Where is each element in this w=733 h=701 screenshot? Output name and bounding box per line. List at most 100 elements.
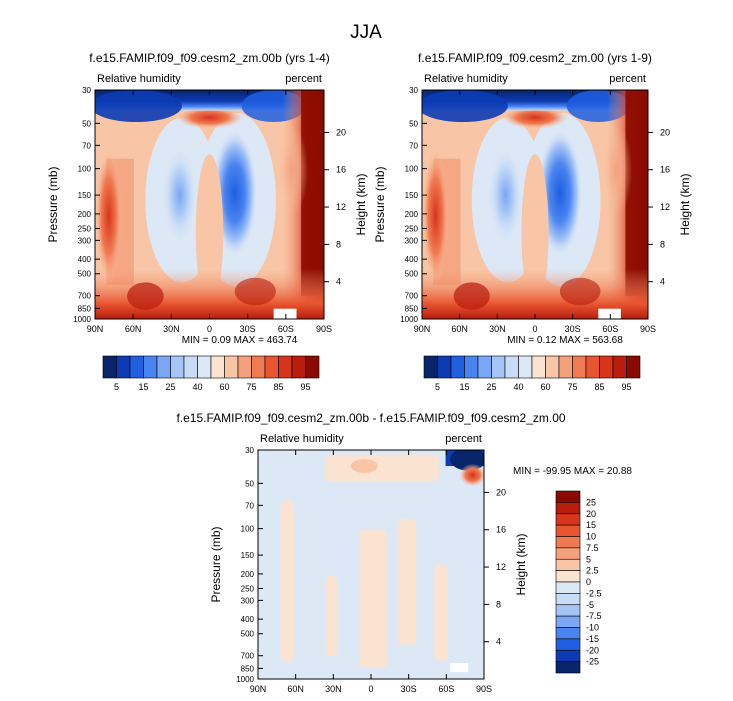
colorbar-box	[555, 615, 581, 628]
x-tick-label: 90S	[316, 324, 332, 334]
colorbar-label: 15	[586, 520, 596, 530]
x-tick-label: 60N	[451, 324, 468, 334]
y-tick-label: 150	[241, 551, 255, 560]
panel-2: 90N 60N 30N 0 30S 60S 90S 30 50 70 100 150 200 250 300…	[373, 51, 692, 392]
colorbar-label: -20	[586, 645, 599, 655]
y-tick-label: 250	[78, 224, 92, 233]
x-tick-label: 0	[207, 324, 212, 334]
y-tick-label: 850	[241, 664, 255, 673]
y-tick-label: 150	[78, 191, 92, 200]
panel-stats: MIN = 0.09 MAX = 463.74	[182, 335, 298, 346]
y-tick-label: 400	[405, 255, 419, 264]
y-tick-label: 50	[409, 119, 418, 128]
y-tick-label: 1000	[73, 315, 91, 324]
x-tick-label: 90N	[250, 684, 267, 694]
diff-patch-0	[280, 500, 295, 661]
colorbar-box	[555, 536, 581, 549]
field-south-peach	[600, 124, 633, 216]
x-tick-label: 30N	[163, 324, 180, 334]
colorbar-box	[224, 355, 239, 379]
colorbar-box	[518, 355, 533, 379]
y-tick-label: 50	[82, 119, 91, 128]
y2-tick-label: 12	[336, 202, 346, 212]
panel-1: 90N 60N 30N 0 30S 60S 90S 30 50 70 100 150 200 250 300…	[46, 51, 368, 392]
panel-title: f.e15.FAMIP.f09_f09.cesm2_zm.00b - f.e15…	[176, 411, 565, 425]
field-dry-north-core	[161, 144, 199, 246]
y2-tick-label: 16	[336, 165, 346, 175]
panel-stats: MIN = 0.12 MAX = 563.68	[507, 335, 623, 346]
x-tick-label: 60S	[438, 684, 454, 694]
y-tick-label: 500	[405, 270, 419, 279]
x-tick-label: 30S	[401, 684, 417, 694]
y-tick-label: 150	[405, 191, 419, 200]
x-tick-label: 60S	[278, 324, 294, 334]
colorbar-box	[464, 355, 479, 379]
colorbar-box	[555, 524, 581, 537]
y2-tick-label: 8	[496, 599, 501, 609]
colorbar-box	[558, 355, 573, 379]
y2-tick-label: 20	[336, 127, 346, 137]
field-polar-core	[301, 90, 324, 297]
field-north-moist	[422, 147, 450, 285]
x-tick-label: 60N	[125, 324, 142, 334]
x-tick-label: 90S	[640, 324, 656, 334]
colorbar-box	[450, 355, 465, 379]
y-axis-label: Pressure (mb)	[373, 166, 387, 242]
y-tick-label: 30	[82, 86, 91, 95]
x-tick-label: 30S	[240, 324, 256, 334]
x-tick-label: 0	[532, 324, 537, 334]
colorbar-label: -5	[586, 600, 594, 610]
colorbar-box	[197, 355, 212, 379]
y2-axis-label: Height (km)	[678, 173, 692, 235]
panel-field	[95, 90, 324, 319]
panel-title: f.e15.FAMIP.f09_f09.cesm2_zm.00b (yrs 1-…	[89, 51, 330, 65]
colorbar-box	[555, 547, 581, 560]
y2-tick-label: 4	[660, 277, 665, 287]
y-axis-label: Pressure (mb)	[46, 166, 60, 242]
y-tick-label: 250	[241, 584, 255, 593]
colorbar-label: -10	[586, 623, 599, 633]
y-tick-label: 30	[409, 86, 418, 95]
colorbar-box	[555, 638, 581, 651]
colorbar-box	[555, 593, 581, 606]
colorbar-box	[143, 355, 158, 379]
x-tick-label: 60S	[602, 324, 618, 334]
colorbar-box	[626, 355, 641, 379]
panel-left-label: Relative humidity	[260, 433, 344, 445]
colorbar-box	[612, 355, 627, 379]
y-tick-label: 30	[245, 446, 254, 455]
x-tick-label: 30N	[325, 684, 342, 694]
colorbar-label: 15	[459, 382, 469, 392]
colorbar-box	[305, 355, 320, 379]
y-tick-label: 200	[78, 210, 92, 219]
colorbar-label: 75	[567, 382, 577, 392]
x-tick-label: 30S	[565, 324, 581, 334]
colorbar-label: 7.5	[586, 543, 599, 553]
colorbar-box	[210, 355, 225, 379]
y-tick-label: 70	[409, 141, 418, 150]
colorbar-label: 2.5	[586, 566, 599, 576]
colorbar-label: 85	[273, 382, 283, 392]
diff-patch-4	[434, 564, 448, 661]
y-tick-label: 100	[78, 165, 92, 174]
panel-title: f.e15.FAMIP.f09_f09.cesm2_zm.00 (yrs 1-9…	[418, 51, 652, 65]
colorbar-box	[555, 604, 581, 617]
x-tick-label: 60N	[287, 684, 304, 694]
colorbar-label: 85	[594, 382, 604, 392]
colorbar-box	[170, 355, 185, 379]
colorbar-box	[599, 355, 614, 379]
colorbar-label: 25	[165, 382, 175, 392]
colorbar-box	[437, 355, 452, 379]
colorbar-box	[555, 570, 581, 583]
y2-tick-label: 16	[496, 525, 506, 535]
y2-tick-label: 8	[336, 239, 341, 249]
panel-left-label: Relative humidity	[424, 73, 508, 85]
colorbar-box	[555, 558, 581, 571]
y-tick-label: 500	[241, 630, 255, 639]
colorbar-box	[251, 355, 266, 379]
y-tick-label: 100	[405, 165, 419, 174]
field-blob-a	[127, 282, 164, 310]
colorbar-box	[291, 355, 306, 379]
x-tick-label: 0	[368, 684, 373, 694]
